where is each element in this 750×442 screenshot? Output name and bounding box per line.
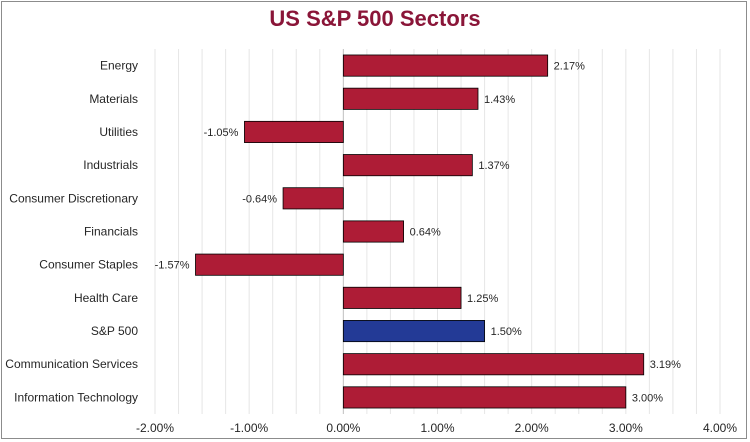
x-tick-label: 4.00% [703,421,737,435]
data-label-industrials: 1.37% [478,160,509,172]
chart-title: US S&P 500 Sectors [269,6,481,31]
category-label-s-p-500: S&P 500 [91,324,138,338]
bar-communication-services [342,353,645,376]
category-label-information-technology: Information Technology [14,390,138,404]
category-label-financials: Financials [84,225,138,239]
x-tick-label: 1.00% [420,421,454,435]
bars [195,54,645,409]
category-label-consumer-discretionary: Consumer Discretionary [9,191,138,205]
data-label-health-care: 1.25% [467,293,498,305]
category-labels: Energy Materials Utilities Industrials Consu… [5,59,138,405]
data-label-consumer-discretionary: -0.64% [242,193,277,205]
bar-consumer-discretionary [282,187,344,210]
x-tick-label: -2.00% [136,421,174,435]
category-label-industrials: Industrials [83,158,138,172]
data-labels: 2.17% 1.43% -1.05% 1.37% -0.64% 0.64% -1.57% 1.… [155,61,682,405]
category-label-materials: Materials [89,92,138,106]
data-label-s-p-500: 1.50% [491,326,522,338]
gridlines [154,49,721,414]
bar-materials [342,87,479,110]
data-label-communication-services: 3.19% [650,359,681,371]
bar-s-p-500 [342,320,485,343]
x-tick-label: 2.00% [515,421,549,435]
x-tick-label: 3.00% [609,421,643,435]
data-label-utilities: -1.05% [204,127,239,139]
category-label-energy: Energy [100,59,138,73]
x-axis-ticks: -2.00% -1.00% 0.00% 1.00% 2.00% 3.00% 4.00% [136,421,737,435]
bar-consumer-staples [195,253,344,276]
category-label-communication-services: Communication Services [5,357,138,371]
bar-health-care [342,286,462,309]
bar-utilities [244,120,344,143]
bar-energy [342,54,549,77]
bar-information-technology [342,386,627,409]
bar-industrials [342,154,473,177]
category-label-consumer-staples: Consumer Staples [39,258,138,272]
x-tick-label: -1.00% [230,421,268,435]
data-label-information-technology: 3.00% [632,392,663,404]
data-label-energy: 2.17% [554,61,585,73]
x-tick-label: 0.00% [326,421,360,435]
category-label-utilities: Utilities [99,125,138,139]
data-label-materials: 1.43% [484,94,515,106]
category-label-health-care: Health Care [74,291,138,305]
data-label-consumer-staples: -1.57% [155,260,190,272]
bar-financials [342,220,405,243]
data-label-financials: 0.64% [410,227,441,239]
